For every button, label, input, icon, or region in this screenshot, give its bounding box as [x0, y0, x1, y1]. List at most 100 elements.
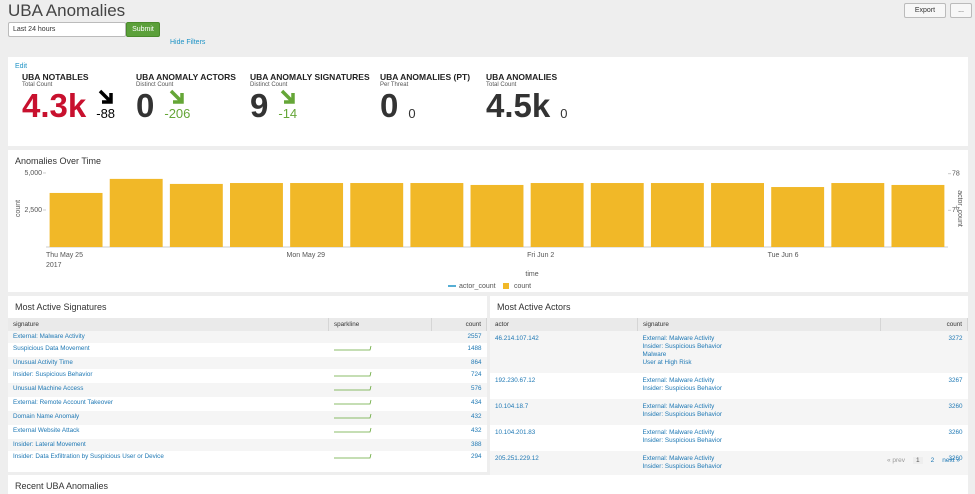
sparkline-cell	[329, 369, 432, 383]
column-header: count	[880, 318, 968, 331]
pager-link[interactable]: 2	[930, 457, 935, 464]
legend-label: count	[514, 283, 531, 290]
cell-link[interactable]: Insider: Suspicious Behavior	[642, 385, 722, 392]
cell-link[interactable]: 10.104.18.7	[490, 399, 638, 425]
y2-tick-label: 77	[952, 207, 960, 214]
cell-link[interactable]: Insider: Data Exfiltration by Suspicious…	[13, 453, 164, 460]
bar	[590, 183, 644, 247]
edit-link[interactable]: Edit	[15, 63, 28, 70]
page-title: UBA Anomalies	[8, 1, 126, 20]
bar	[230, 183, 283, 247]
pager-link[interactable]: « prev	[886, 457, 906, 464]
cell-link[interactable]: 10.104.201.83	[495, 429, 536, 436]
cell-link[interactable]: Domain Name Anomaly	[8, 411, 329, 425]
bar	[470, 184, 524, 247]
legend-label: actor_count	[459, 283, 496, 290]
delta: 0	[408, 106, 415, 124]
delta-value: 0	[560, 106, 568, 121]
cell-link[interactable]: 46.214.107.142	[490, 331, 638, 373]
x-tick-label: Fri Jun 2	[527, 252, 554, 259]
y-tick-label: 2,500	[24, 207, 42, 214]
cell-count: 576	[431, 383, 487, 397]
cell-count: 3260	[948, 429, 963, 436]
bar	[169, 183, 223, 247]
cell-link[interactable]: External Website Attack	[13, 427, 80, 434]
time-picker[interactable]: Last 24 hours	[8, 22, 126, 37]
cell-link[interactable]: External: Malware Activity	[642, 429, 715, 436]
sparkline-cell	[328, 331, 432, 343]
cell-link[interactable]: External: Malware Activity	[642, 377, 715, 384]
cell-link[interactable]: Insider: Suspicious Behavior	[642, 463, 722, 470]
cell-link[interactable]: External: Malware Activity	[8, 331, 329, 343]
single-title: UBA ANOMALY SIGNATURES	[250, 72, 370, 82]
value-row: 9 -14	[250, 88, 370, 124]
cell-count: 434	[470, 399, 482, 406]
single-subtitle: Total Count	[22, 82, 53, 88]
pager: « prev 1 2 next »	[887, 457, 960, 464]
trend-arrow	[98, 89, 113, 104]
cell-link[interactable]: Unusual Machine Access	[8, 383, 329, 397]
delta: -88	[96, 88, 115, 124]
table-row: Insider: Lateral Movement 388	[8, 439, 487, 451]
bar	[891, 184, 945, 247]
delta-value: -14	[278, 106, 298, 121]
cell-count: 3272	[880, 331, 968, 373]
x-axis-label: time	[525, 271, 538, 278]
cell-link[interactable]: External: Malware Activity	[642, 455, 715, 462]
y-axis-label: count	[15, 200, 22, 217]
spark	[333, 399, 371, 405]
column-header: actor	[490, 318, 638, 331]
cell-link[interactable]: External: Remote Account Takeover	[13, 399, 113, 406]
pager-link[interactable]: 1	[913, 457, 923, 464]
more-button[interactable]: ...	[950, 3, 972, 18]
bar	[771, 187, 825, 247]
chart-panel: Anomalies Over Time 2,500 5,000 77 78 count a…	[8, 150, 968, 292]
export-button[interactable]: Export	[904, 3, 946, 18]
cell-link[interactable]: Unusual Activity Time	[8, 357, 329, 369]
table-row: Insider: Suspicious Behavior 724	[8, 369, 487, 383]
cell-link[interactable]: Suspicious Data Movement	[13, 345, 90, 352]
legend-swatch	[503, 283, 509, 289]
sparkline-cell	[328, 357, 432, 369]
cell-count: 3260	[880, 451, 968, 477]
column-header: count	[431, 318, 487, 331]
bar	[290, 183, 344, 247]
sparkline-cell	[328, 383, 432, 397]
cell-link[interactable]: User at High Risk	[642, 359, 692, 366]
delta-value: -88	[96, 106, 116, 121]
cell-link[interactable]: 192.230.67.12	[495, 377, 536, 384]
cell-link[interactable]: Insider: Suspicious Behavior	[13, 371, 93, 378]
table-row: 46.214.107.142 External: Malware Activity…	[490, 331, 968, 373]
trend-arrow	[280, 89, 295, 104]
bar	[49, 192, 103, 247]
sparkline	[333, 427, 371, 433]
cell-count: 388	[431, 439, 487, 451]
cell-count: 3267	[948, 377, 963, 384]
table-row: 205.251.229.12 External: Malware Activity…	[490, 451, 968, 477]
spark	[333, 413, 371, 419]
cell-count: 724	[470, 371, 482, 378]
big-value: 4.3k	[22, 87, 87, 124]
single-subtitle: Per Threat	[380, 82, 409, 88]
cell-link[interactable]: Malware	[642, 351, 667, 358]
hide-filters-link[interactable]: Hide Filters	[170, 39, 206, 46]
big-value: 4.5k	[486, 87, 551, 124]
single-value: UBA ANOMALIES Total Count 4.5k 0	[486, 72, 567, 124]
column-header: signature	[637, 318, 881, 331]
singles-panel: Edit UBA NOTABLES Total Count 4.3k -88 UBA A…	[8, 57, 968, 146]
cell-link[interactable]: Insider: Suspicious Behavior	[642, 343, 722, 350]
submit-button[interactable]: Submit	[126, 22, 160, 37]
pager-link[interactable]: next »	[942, 457, 960, 464]
cell-link[interactable]: Insider: Suspicious Behavior	[642, 437, 722, 444]
cell-link[interactable]: External: Malware Activity	[642, 335, 715, 342]
value-row: 4.3k -88	[22, 88, 115, 124]
delta-value: -206	[164, 106, 191, 121]
cell-link[interactable]: Insider: Lateral Movement	[8, 439, 329, 451]
cell-link[interactable]: External: Malware Activity	[642, 403, 715, 410]
cell-link[interactable]: Insider: Suspicious Behavior	[642, 411, 722, 418]
signature-cell: External: Malware Activity Insider: Suspi…	[637, 331, 881, 373]
cell-count: 294	[470, 453, 482, 460]
value-row: 4.5k 0	[486, 88, 567, 124]
x-tick-label: Mon May 29	[287, 252, 326, 259]
cell-link[interactable]: 205.251.229.12	[490, 451, 638, 477]
